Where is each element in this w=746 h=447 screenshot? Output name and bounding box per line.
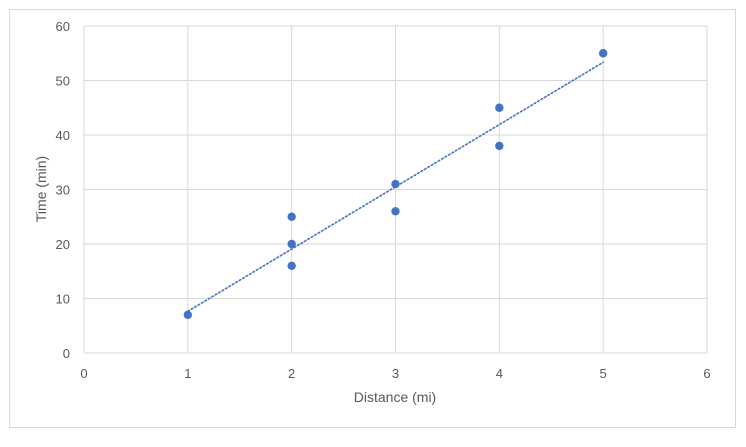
- data-point: [391, 207, 400, 216]
- x-tick-label: 1: [184, 366, 191, 381]
- x-tick-label: 3: [392, 366, 399, 381]
- x-axis-title: Distance (mi): [354, 389, 436, 405]
- x-tick-label: 2: [288, 366, 295, 381]
- data-point: [183, 310, 193, 320]
- y-tick-label: 40: [56, 128, 70, 143]
- y-tick-labels: 0 10 20 30 40 50 60: [56, 19, 70, 361]
- x-tick-label: 6: [703, 366, 710, 381]
- data-point: [287, 212, 296, 221]
- data-point: [598, 49, 608, 58]
- y-tick-label: 30: [56, 183, 70, 198]
- y-tick-label: 20: [56, 237, 70, 252]
- y-tick-label: 60: [56, 19, 70, 34]
- data-point: [495, 141, 504, 151]
- x-tick-label: 0: [80, 366, 87, 381]
- y-axis-title: Time (min): [33, 156, 49, 222]
- data-points: [183, 49, 608, 320]
- x-tick-label: 5: [600, 366, 607, 381]
- data-point: [287, 239, 296, 249]
- x-tick-labels: 0 1 2 3 4 5 6: [80, 366, 710, 381]
- chart-frame: [9, 9, 736, 428]
- y-tick-label: 10: [56, 292, 70, 307]
- y-tick-label: 0: [63, 346, 70, 361]
- y-tick-label: 50: [56, 74, 70, 89]
- data-point: [287, 261, 296, 270]
- data-point: [391, 179, 400, 189]
- x-tick-label: 4: [496, 366, 503, 381]
- data-point: [495, 103, 504, 112]
- gridlines: [83, 25, 708, 354]
